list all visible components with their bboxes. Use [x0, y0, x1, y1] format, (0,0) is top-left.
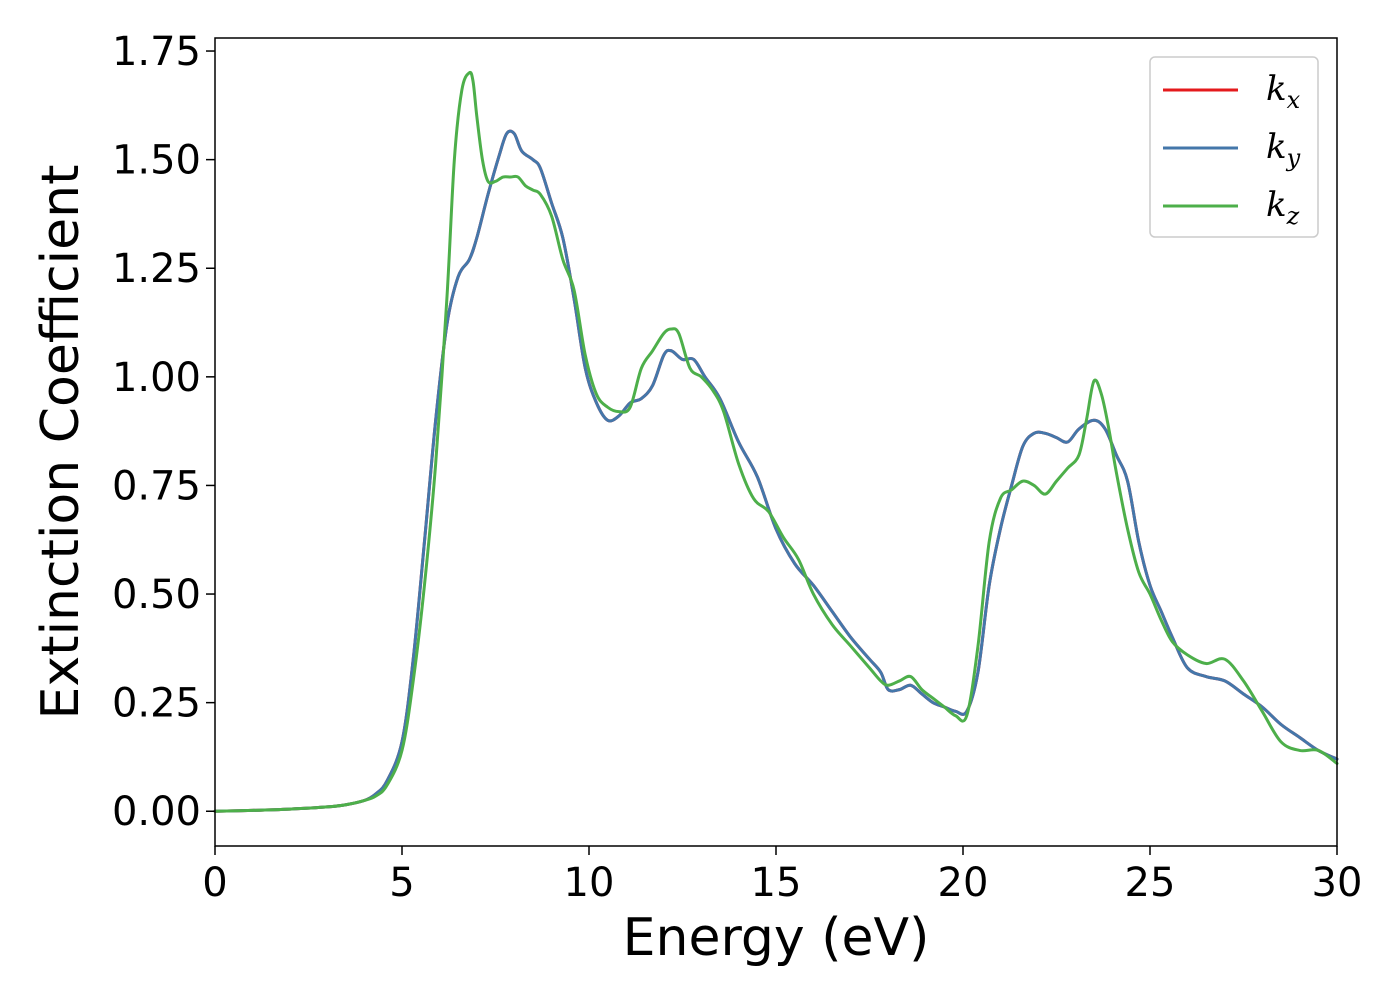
x-axis-ticks: 0 5 10 15 20 25 30: [202, 846, 1362, 906]
x-tick-label: 30: [1312, 860, 1363, 906]
y-axis-ticks: 0.00 0.25 0.50 0.75 1.00 1.25 1.50 1.75: [112, 29, 215, 835]
x-tick-label: 15: [751, 860, 802, 906]
series-line-kz: [213, 70, 1339, 813]
y-tick-label: 0.50: [112, 572, 201, 618]
series-layer: [213, 70, 1339, 813]
x-axis-label: Energy (eV): [623, 908, 930, 968]
y-tick-label: 1.75: [112, 29, 201, 75]
y-tick-label: 1.00: [112, 355, 201, 401]
legend: kx ky kz: [1149, 56, 1319, 238]
x-tick-label: 25: [1125, 860, 1176, 906]
x-tick-label: 0: [202, 860, 227, 906]
y-tick-label: 0.00: [112, 789, 201, 835]
y-tick-label: 0.75: [112, 463, 201, 509]
y-axis-label: Extinction Coefficient: [31, 165, 91, 720]
legend-label-kx: kx: [1266, 69, 1301, 114]
x-tick-label: 10: [564, 860, 615, 906]
legend-label-ky: ky: [1266, 127, 1301, 172]
x-tick-label: 5: [389, 860, 414, 906]
y-tick-label: 1.25: [112, 246, 201, 292]
legend-label-kz: kz: [1266, 185, 1300, 230]
series-line-ky: [213, 129, 1339, 813]
y-tick-label: 0.25: [112, 681, 201, 727]
y-tick-label: 1.50: [112, 138, 201, 184]
x-tick-label: 20: [938, 860, 989, 906]
